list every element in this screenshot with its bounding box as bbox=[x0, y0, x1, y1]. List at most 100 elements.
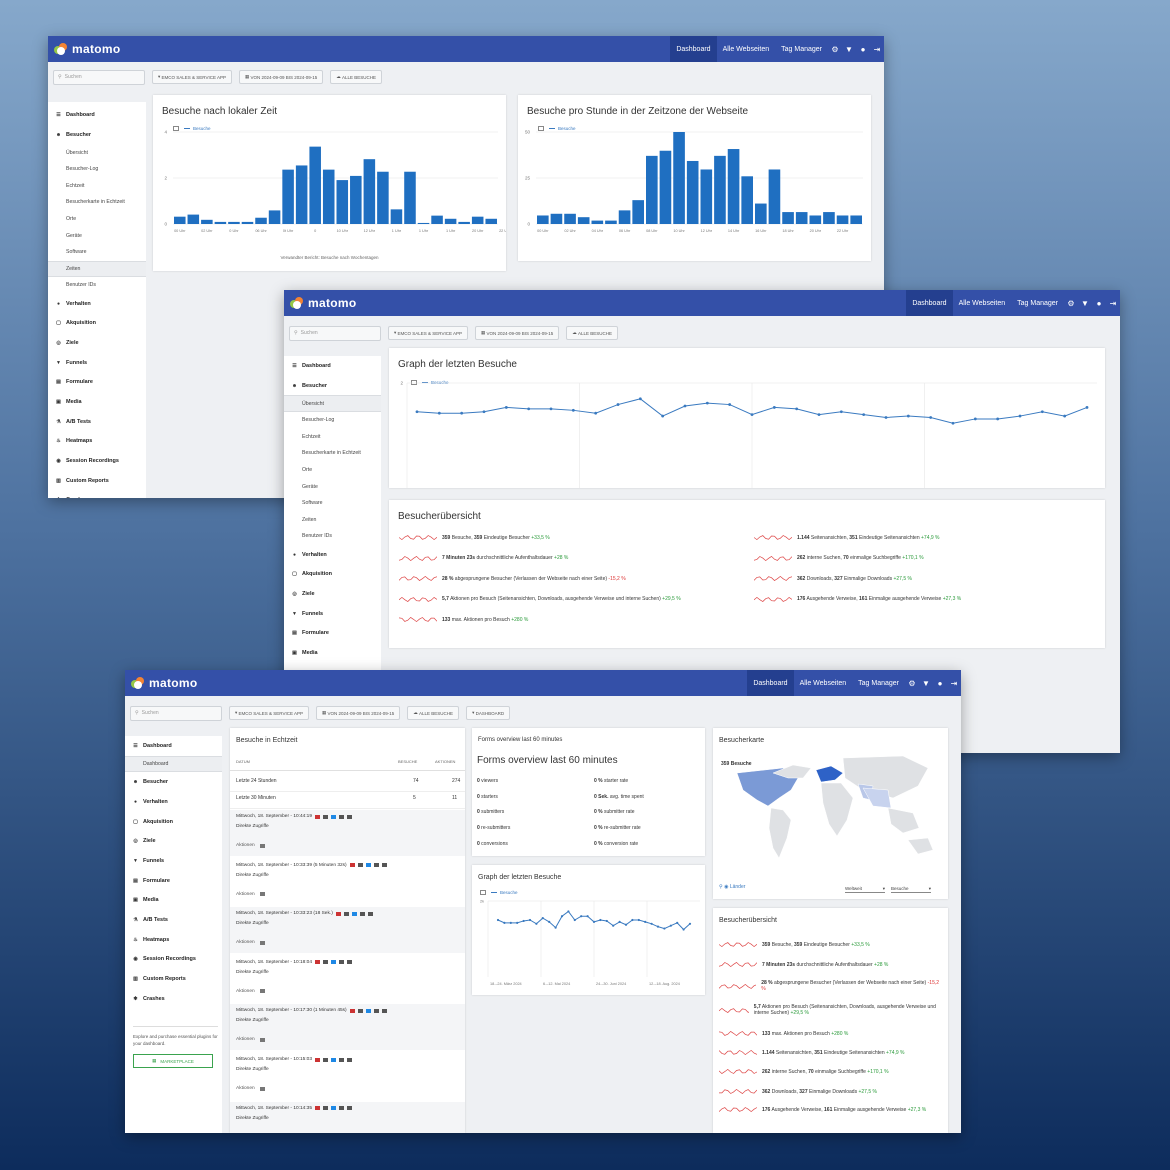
chart-type-icon[interactable] bbox=[538, 126, 544, 131]
marketplace-button[interactable]: ▦ MARKETPLACE bbox=[133, 1054, 213, 1068]
map-region-select[interactable]: Weltweit ▾ bbox=[845, 886, 885, 893]
bar[interactable] bbox=[727, 149, 740, 224]
sidebar-subitem-overview[interactable]: Übersicht bbox=[66, 149, 88, 156]
bar[interactable] bbox=[431, 215, 443, 224]
sidebar-item-goals[interactable]: ◎ Ziele bbox=[48, 333, 146, 353]
data-point[interactable] bbox=[638, 397, 642, 401]
data-point[interactable] bbox=[906, 414, 910, 418]
nav-dashboard[interactable]: Dashboard bbox=[670, 36, 717, 62]
site-selector[interactable]: ▾ EMCO SALES & SERVICE APP bbox=[229, 706, 309, 720]
bar[interactable] bbox=[214, 221, 227, 224]
data-point[interactable] bbox=[688, 922, 692, 925]
bar[interactable] bbox=[700, 169, 713, 224]
sidebar-item-forms[interactable]: ▤ Formulare bbox=[125, 871, 222, 891]
sidebar-item-ab-tests[interactable]: ⚗ A/B Tests bbox=[48, 412, 146, 432]
overview-row[interactable]: 176 Ausgehende Verweise, 161 Einmalige a… bbox=[719, 1106, 941, 1113]
overview-row[interactable]: 7 Minuten 23s durchschnittliche Aufentha… bbox=[719, 961, 941, 968]
sidebar-item-session-recordings[interactable]: ◉ Session Recordings bbox=[125, 949, 222, 969]
data-point[interactable] bbox=[560, 915, 564, 918]
matomo-logo[interactable]: matomo bbox=[54, 42, 120, 56]
gear-icon[interactable]: ⚙ bbox=[908, 678, 916, 688]
sidebar-item-acquisition[interactable]: ▢ Akquisition bbox=[48, 313, 146, 333]
sidebar-subitem-realtime-map[interactable]: Besucherkarte in Echtzeit bbox=[66, 199, 125, 206]
bar[interactable] bbox=[564, 213, 576, 224]
sidebar-item-goals[interactable]: ◎ Ziele bbox=[284, 584, 381, 604]
bar[interactable] bbox=[714, 155, 726, 224]
data-point[interactable] bbox=[527, 407, 531, 411]
bar[interactable] bbox=[471, 216, 484, 224]
data-point[interactable] bbox=[460, 411, 464, 415]
data-point[interactable] bbox=[656, 925, 660, 928]
data-point[interactable] bbox=[1063, 414, 1067, 418]
sidebar-item-goals[interactable]: ◎ Ziele bbox=[125, 831, 222, 851]
sidebar-item-forms[interactable]: ▤ Formulare bbox=[48, 372, 146, 392]
data-point[interactable] bbox=[705, 401, 709, 405]
sidebar-item-acquisition[interactable]: ▢ Akquisition bbox=[284, 564, 381, 584]
overview-row[interactable]: 359 Besuche, 359 Eindeutige Besucher +33… bbox=[399, 534, 749, 541]
bar[interactable] bbox=[363, 159, 376, 224]
bar[interactable] bbox=[550, 213, 563, 224]
data-point[interactable] bbox=[996, 417, 1000, 421]
sidebar-subitem-devices[interactable]: Geräte bbox=[302, 483, 318, 490]
data-point[interactable] bbox=[548, 920, 551, 923]
overview-row[interactable]: 362 Downloads, 327 Einmalige Downloads +… bbox=[754, 575, 1094, 582]
bar[interactable] bbox=[686, 160, 699, 224]
help-icon[interactable]: ● bbox=[937, 678, 943, 688]
data-point[interactable] bbox=[437, 411, 441, 415]
related-report-link[interactable]: Verwandter Bericht: Besuche nach Wochent… bbox=[280, 255, 379, 260]
chart-type-icon[interactable] bbox=[480, 890, 486, 895]
sidebar-item-dashboard[interactable]: ☰ Dashboard bbox=[125, 736, 222, 756]
bar[interactable] bbox=[537, 215, 549, 224]
sidebar-item-behaviour[interactable]: ● Verhalten bbox=[125, 792, 222, 812]
search-input[interactable]: ⚲ Suchen bbox=[289, 325, 381, 341]
date-selector[interactable]: ▦ VON 2024-09-09 BIS 2024-09-15 bbox=[474, 326, 560, 340]
sidebar-item-forms[interactable]: ▤ Formulare bbox=[284, 623, 381, 643]
sidebar-subitem-realtime[interactable]: Echtzeit bbox=[302, 433, 321, 440]
bar[interactable] bbox=[282, 169, 294, 224]
nav-tag-manager[interactable]: Tag Manager bbox=[1017, 299, 1058, 307]
bar[interactable] bbox=[187, 214, 200, 224]
data-point[interactable] bbox=[612, 924, 615, 927]
nav-all-sites[interactable]: Alle Webseiten bbox=[722, 45, 770, 53]
data-point[interactable] bbox=[1018, 414, 1022, 418]
sidebar-item-crashes[interactable]: ✱ Crashes bbox=[48, 491, 146, 498]
sidebar-item-funnels[interactable]: ▼ Funnels bbox=[125, 851, 222, 871]
bar[interactable] bbox=[350, 175, 362, 224]
bar[interactable] bbox=[228, 221, 240, 224]
gear-icon[interactable]: ⚙ bbox=[1067, 298, 1075, 308]
data-point[interactable] bbox=[580, 915, 583, 918]
overview-row[interactable]: 262 interne Suchen, 70 einmalige Suchbeg… bbox=[754, 555, 1094, 562]
data-point[interactable] bbox=[772, 406, 776, 409]
data-point[interactable] bbox=[605, 919, 608, 923]
data-point[interactable] bbox=[973, 417, 977, 421]
sidebar-subitem-user-ids[interactable]: Benutzer IDs bbox=[66, 282, 96, 289]
site-selector[interactable]: ▾ EMCO SALES & SERVICE APP bbox=[152, 70, 232, 84]
sidebar-item-dashboard[interactable]: ☰ Dashboard bbox=[284, 356, 381, 376]
bar[interactable] bbox=[741, 176, 753, 224]
data-point[interactable] bbox=[592, 920, 596, 923]
data-point[interactable] bbox=[951, 421, 955, 425]
data-point[interactable] bbox=[504, 406, 508, 409]
bar[interactable] bbox=[850, 215, 862, 224]
site-selector[interactable]: ▾ EMCO SALES & SERVICE APP bbox=[388, 326, 468, 340]
sidebar-subitem-realtime-map[interactable]: Besucherkarte in Echtzeit bbox=[302, 450, 361, 457]
sidebar-subitem-user-ids[interactable]: Benutzer IDs bbox=[302, 533, 332, 540]
folder-icon[interactable] bbox=[259, 1037, 265, 1042]
data-point[interactable] bbox=[682, 928, 685, 931]
data-point[interactable] bbox=[1085, 406, 1089, 409]
nav-dashboard[interactable]: Dashboard bbox=[747, 670, 794, 696]
matomo-logo[interactable]: matomo bbox=[131, 676, 197, 690]
data-point[interactable] bbox=[663, 927, 666, 930]
overview-row[interactable]: 133 max. Aktionen pro Besuch +280 % bbox=[399, 616, 749, 623]
data-point[interactable] bbox=[509, 921, 512, 924]
data-point[interactable] bbox=[516, 921, 519, 924]
bar[interactable] bbox=[768, 169, 781, 224]
chart-type-icon[interactable] bbox=[411, 380, 417, 385]
sidebar-subitem-times[interactable]: Zeiten bbox=[302, 516, 317, 523]
sidebar-subitem-software[interactable]: Software bbox=[66, 249, 87, 256]
sidebar-item-custom-reports[interactable]: ▥ Custom Reports bbox=[48, 471, 146, 491]
data-point[interactable] bbox=[650, 922, 653, 925]
sidebar-item-custom-reports[interactable]: ▥ Custom Reports bbox=[125, 969, 222, 989]
overview-row[interactable]: 28 % abgesprungene Besucher (Verlassen d… bbox=[719, 980, 941, 992]
bar[interactable] bbox=[836, 215, 849, 224]
